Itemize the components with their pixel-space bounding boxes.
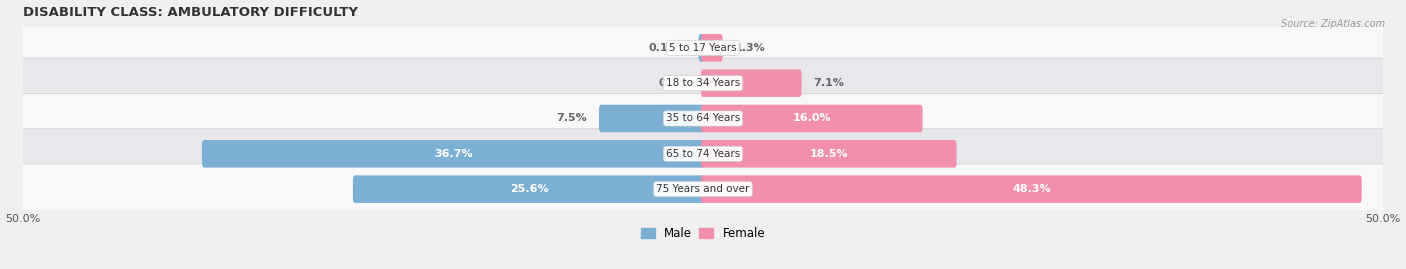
Text: 7.1%: 7.1% [813, 78, 844, 88]
FancyBboxPatch shape [702, 175, 1362, 203]
Text: DISABILITY CLASS: AMBULATORY DIFFICULTY: DISABILITY CLASS: AMBULATORY DIFFICULTY [22, 6, 359, 19]
FancyBboxPatch shape [699, 34, 704, 62]
Text: 35 to 64 Years: 35 to 64 Years [666, 114, 740, 123]
FancyBboxPatch shape [702, 105, 922, 132]
Legend: Male, Female: Male, Female [636, 222, 770, 245]
Text: 1.3%: 1.3% [734, 43, 765, 53]
FancyBboxPatch shape [702, 140, 956, 168]
Text: 65 to 74 Years: 65 to 74 Years [666, 149, 740, 159]
Text: 48.3%: 48.3% [1012, 184, 1050, 194]
Text: 25.6%: 25.6% [509, 184, 548, 194]
FancyBboxPatch shape [353, 175, 704, 203]
FancyBboxPatch shape [13, 129, 1393, 179]
Text: 75 Years and over: 75 Years and over [657, 184, 749, 194]
FancyBboxPatch shape [13, 164, 1393, 214]
FancyBboxPatch shape [702, 34, 723, 62]
Text: 7.5%: 7.5% [557, 114, 588, 123]
FancyBboxPatch shape [702, 69, 801, 97]
Text: 36.7%: 36.7% [434, 149, 472, 159]
FancyBboxPatch shape [202, 140, 704, 168]
Text: 18 to 34 Years: 18 to 34 Years [666, 78, 740, 88]
Text: 0.0%: 0.0% [659, 78, 689, 88]
Text: 0.18%: 0.18% [648, 43, 688, 53]
FancyBboxPatch shape [13, 58, 1393, 108]
Text: 16.0%: 16.0% [793, 114, 831, 123]
Text: 18.5%: 18.5% [810, 149, 848, 159]
FancyBboxPatch shape [13, 93, 1393, 144]
Text: 5 to 17 Years: 5 to 17 Years [669, 43, 737, 53]
Text: Source: ZipAtlas.com: Source: ZipAtlas.com [1281, 19, 1385, 29]
FancyBboxPatch shape [599, 105, 704, 132]
FancyBboxPatch shape [13, 23, 1393, 73]
